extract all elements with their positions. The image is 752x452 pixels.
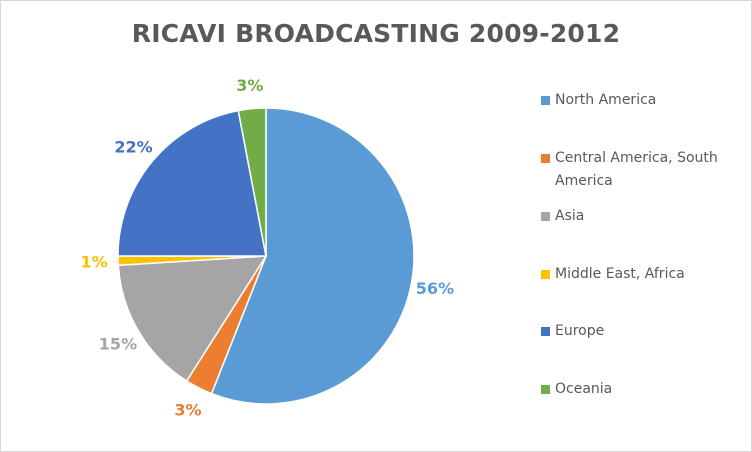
data-label: 15%	[99, 335, 137, 354]
legend-swatch	[541, 270, 550, 279]
legend-swatch	[541, 327, 550, 336]
pie-slice-asia	[117, 255, 268, 382]
data-label: 3%	[174, 400, 201, 419]
legend-swatch	[541, 212, 550, 221]
pie-slice-europe	[117, 109, 267, 257]
legend-label: Asia	[555, 208, 585, 224]
pie-slice-north-america	[210, 107, 415, 405]
legend-item-middle-east-africa: Middle East, Africa	[541, 263, 746, 286]
data-label: 3%	[236, 76, 263, 95]
chart-title: RICAVI BROADCASTING 2009-2012	[131, 19, 621, 48]
pie-slice-oceania	[237, 107, 267, 257]
pie-slices	[117, 107, 415, 405]
data-label: 56%	[416, 279, 454, 298]
legend-swatch	[541, 154, 550, 163]
legend-swatch	[541, 385, 550, 394]
legend-item-asia: Asia	[541, 205, 746, 228]
legend-item-central-south-america: Central America, South America	[541, 147, 746, 193]
legend-label: Middle East, Africa	[555, 266, 685, 282]
data-label: 22%	[114, 137, 152, 156]
legend-swatch	[541, 96, 550, 105]
legend-item-europe: Europe	[541, 320, 746, 343]
legend-item-oceania: Oceania	[541, 378, 746, 401]
legend-label: North America	[555, 92, 657, 108]
data-label: 1%	[80, 252, 107, 271]
legend-label: Central America, South America	[555, 150, 718, 189]
legend-item-north-america: North America	[541, 89, 746, 112]
pie-data-labels: 56% 3% 15% 1% 22% 3%	[80, 76, 454, 419]
legend-label: Oceania	[555, 381, 613, 397]
legend-label: Europe	[555, 323, 605, 339]
